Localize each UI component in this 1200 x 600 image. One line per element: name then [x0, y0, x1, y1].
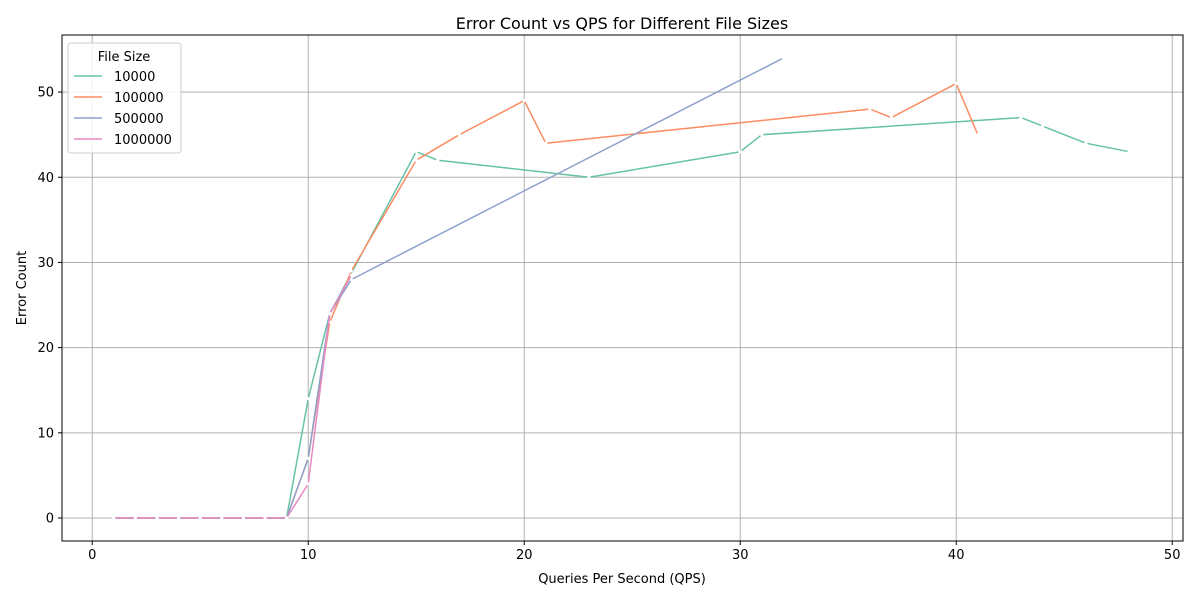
data-point — [781, 56, 786, 60]
series-1000000 — [112, 273, 353, 520]
legend-label: 100000 — [114, 91, 164, 106]
x-tick-label: 10 — [300, 548, 317, 563]
data-point — [133, 516, 137, 520]
data-point — [306, 397, 310, 401]
plot-frame — [61, 34, 1184, 542]
series-line — [113, 274, 353, 519]
data-point — [1127, 150, 1131, 154]
data-point — [328, 312, 332, 316]
series-lines — [112, 56, 1131, 520]
legend-item: 10000 — [74, 70, 155, 85]
data-point — [220, 516, 224, 520]
data-point — [263, 516, 267, 520]
legend-title: File Size — [98, 50, 151, 65]
x-tick-label: 40 — [948, 548, 965, 563]
data-point — [954, 82, 958, 86]
series-line — [113, 57, 784, 519]
data-point — [976, 133, 980, 137]
data-point — [457, 133, 461, 137]
grid — [62, 35, 1183, 541]
chart-title: Error Count vs QPS for Different File Si… — [456, 14, 788, 33]
x-tick-label: 20 — [516, 548, 533, 563]
y-axis-label: Error Count — [15, 251, 30, 325]
data-point — [436, 158, 440, 162]
data-point — [198, 516, 202, 520]
data-point — [522, 99, 526, 103]
data-point — [241, 516, 245, 520]
series-line — [113, 82, 979, 519]
y-tick-label: 10 — [37, 426, 54, 441]
legend-item: 100000 — [74, 91, 164, 106]
legend-label: 1000000 — [114, 133, 172, 148]
legend-item: 500000 — [74, 112, 164, 127]
y-tick-label: 20 — [37, 341, 54, 356]
y-axis-ticks: 0 10 20 30 40 50 — [37, 86, 62, 527]
data-point — [587, 175, 591, 179]
data-point — [155, 516, 159, 520]
data-point — [760, 133, 764, 137]
data-point — [738, 150, 742, 154]
data-point — [1084, 141, 1088, 145]
data-point — [1041, 124, 1045, 128]
x-axis-label: Queries Per Second (QPS) — [538, 572, 706, 587]
legend-box — [67, 42, 182, 154]
x-tick-label: 30 — [732, 548, 749, 563]
data-point — [349, 277, 353, 282]
data-point — [889, 116, 894, 120]
legend-label: 10000 — [114, 70, 155, 85]
legend-label: 500000 — [114, 112, 164, 127]
data-point — [112, 516, 116, 520]
data-point — [177, 516, 181, 520]
series-500000 — [112, 56, 786, 520]
data-point — [544, 141, 548, 145]
data-point — [1019, 116, 1023, 120]
x-axis-ticks: 0 10 20 30 40 50 — [88, 541, 1180, 563]
series-10000 — [112, 116, 1131, 520]
data-point — [306, 482, 310, 486]
x-tick-label: 50 — [1164, 548, 1181, 563]
data-point — [414, 150, 418, 154]
data-point — [414, 158, 418, 162]
legend: File Size 10000 100000 500000 1000000 — [67, 42, 182, 154]
data-point — [868, 107, 872, 111]
series-100000 — [112, 82, 980, 520]
data-point — [349, 269, 353, 273]
data-point — [349, 273, 353, 277]
legend-item: 1000000 — [74, 133, 172, 148]
y-tick-label: 0 — [46, 512, 54, 527]
data-point — [285, 516, 289, 520]
data-point — [306, 456, 310, 460]
y-tick-label: 50 — [37, 86, 54, 101]
legend-items: 10000 100000 500000 1000000 — [74, 70, 172, 148]
y-tick-label: 40 — [37, 171, 54, 186]
y-tick-label: 30 — [37, 256, 54, 271]
x-tick-label: 0 — [88, 548, 96, 563]
